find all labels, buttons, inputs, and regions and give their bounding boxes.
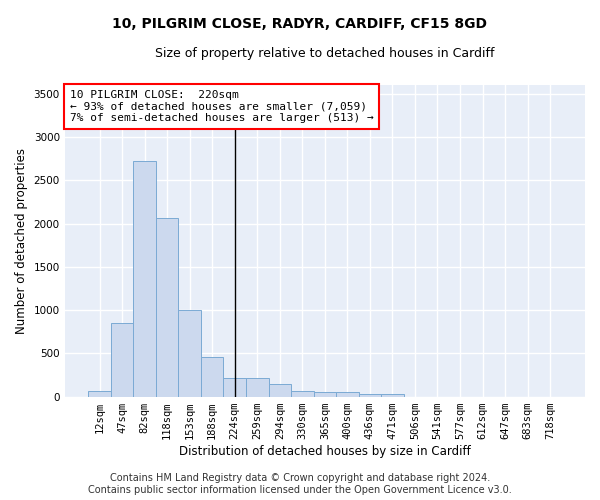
Bar xyxy=(156,218,178,396)
Text: 10, PILGRIM CLOSE, RADYR, CARDIFF, CF15 8GD: 10, PILGRIM CLOSE, RADYR, CARDIFF, CF15 … xyxy=(113,18,487,32)
Y-axis label: Number of detached properties: Number of detached properties xyxy=(15,148,28,334)
Bar xyxy=(246,378,269,396)
Bar xyxy=(381,394,404,396)
Bar xyxy=(336,392,359,396)
Bar xyxy=(111,323,133,396)
X-axis label: Distribution of detached houses by size in Cardiff: Distribution of detached houses by size … xyxy=(179,444,471,458)
Text: 10 PILGRIM CLOSE:  220sqm
← 93% of detached houses are smaller (7,059)
7% of sem: 10 PILGRIM CLOSE: 220sqm ← 93% of detach… xyxy=(70,90,374,123)
Bar xyxy=(291,391,314,396)
Bar xyxy=(201,357,223,397)
Bar xyxy=(88,392,111,396)
Bar xyxy=(269,384,291,396)
Bar xyxy=(178,310,201,396)
Title: Size of property relative to detached houses in Cardiff: Size of property relative to detached ho… xyxy=(155,48,494,60)
Bar xyxy=(133,162,156,396)
Bar xyxy=(314,392,336,396)
Bar xyxy=(223,378,246,396)
Text: Contains HM Land Registry data © Crown copyright and database right 2024.
Contai: Contains HM Land Registry data © Crown c… xyxy=(88,474,512,495)
Bar xyxy=(359,394,381,396)
